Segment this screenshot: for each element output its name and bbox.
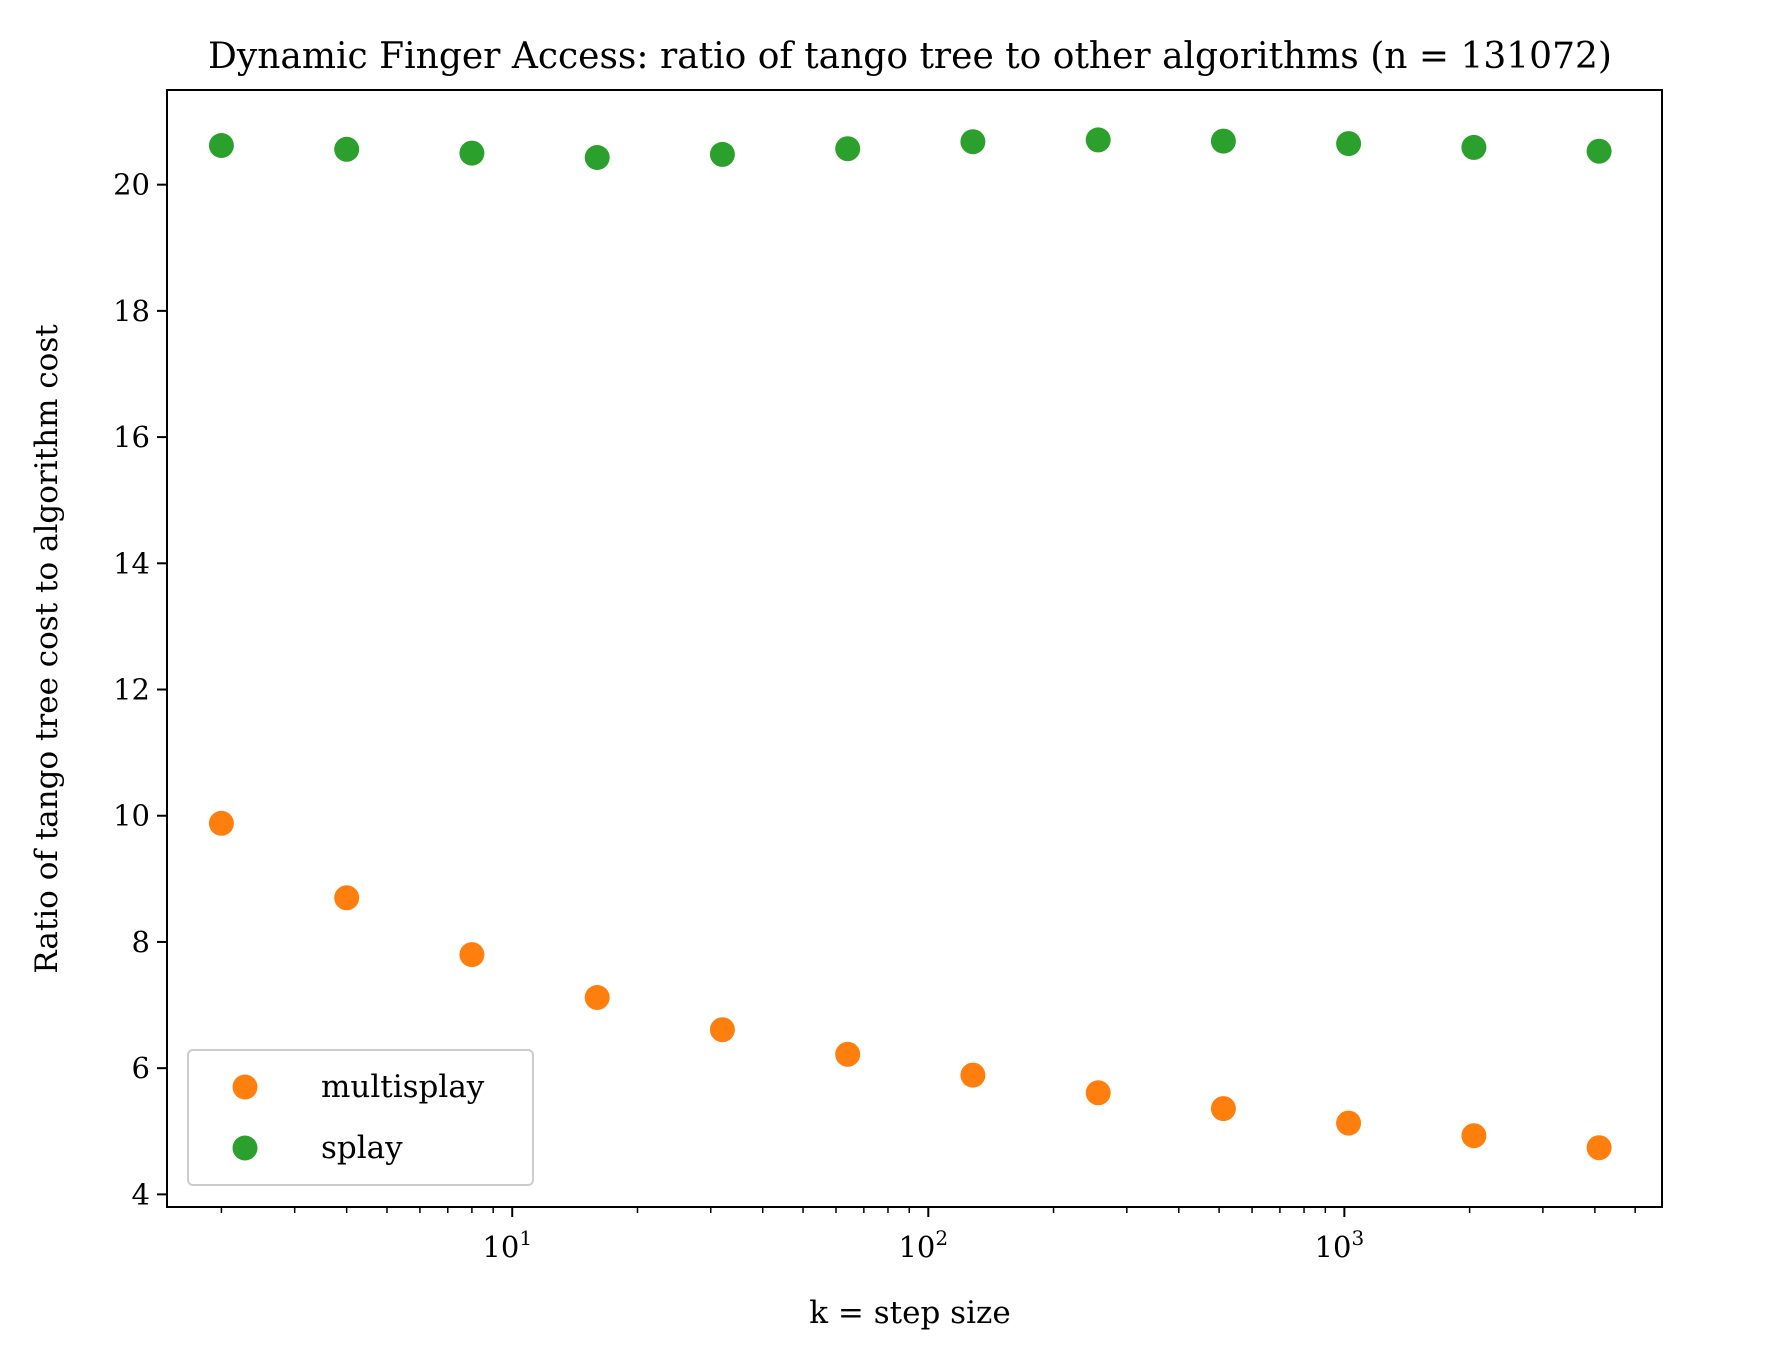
x-tick-label-0: 101: [482, 1226, 532, 1264]
y-tick-label-0: 4: [132, 1177, 150, 1211]
point-splay-7: [1085, 127, 1111, 153]
x-tick-label-2: 103: [1315, 1226, 1365, 1264]
point-splay-10: [1461, 134, 1487, 160]
point-splay-1: [334, 136, 360, 162]
point-splay-3: [584, 145, 610, 170]
point-multisplay-6: [960, 1062, 986, 1088]
point-splay-8: [1210, 128, 1236, 154]
point-splay-5: [835, 136, 861, 162]
y-tick-label-7: 18: [113, 294, 150, 328]
point-splay-11: [1586, 138, 1612, 164]
point-splay-2: [459, 140, 485, 166]
legend-label-multisplay: multisplay: [321, 1069, 485, 1105]
x-tick-exponent-0: 1: [519, 1226, 532, 1250]
y-tick-label-3: 10: [113, 799, 150, 833]
point-multisplay-2: [459, 942, 485, 968]
x-axis-label: k = step size: [809, 1295, 1010, 1331]
point-splay-9: [1336, 131, 1362, 157]
legend: multisplay splay: [187, 1049, 534, 1186]
y-axis-label: Ratio of tango tree cost to algorithm co…: [29, 324, 65, 974]
point-multisplay-8: [1210, 1096, 1236, 1122]
legend-marker-multisplay: [232, 1074, 258, 1100]
legend-label-splay: splay: [321, 1130, 403, 1166]
x-tick-exponent-2: 3: [1351, 1226, 1364, 1250]
point-multisplay-0: [208, 810, 234, 836]
point-splay-6: [960, 129, 986, 155]
chart-title: Dynamic Finger Access: ratio of tango tr…: [208, 36, 1612, 77]
point-splay-0: [208, 133, 234, 158]
axes-frame: [166, 89, 1663, 1208]
point-multisplay-9: [1336, 1110, 1362, 1136]
point-multisplay-5: [835, 1041, 861, 1067]
point-multisplay-11: [1586, 1135, 1612, 1161]
point-multisplay-3: [584, 985, 610, 1010]
point-multisplay-1: [334, 885, 360, 911]
y-tick-label-4: 12: [113, 673, 150, 707]
legend-box: [187, 1049, 534, 1186]
point-multisplay-4: [709, 1017, 735, 1043]
point-splay-4: [709, 141, 735, 167]
point-multisplay-10: [1461, 1123, 1487, 1149]
y-tick-label-8: 20: [113, 168, 150, 202]
point-multisplay-7: [1085, 1080, 1111, 1106]
x-tick-label-1: 102: [898, 1226, 948, 1264]
x-tick-exponent-1: 2: [935, 1226, 948, 1250]
y-tick-label-6: 16: [113, 420, 150, 454]
y-tick-label-2: 8: [132, 925, 150, 959]
y-tick-label-1: 6: [132, 1051, 150, 1085]
legend-marker-splay: [232, 1135, 258, 1161]
y-tick-label-5: 14: [113, 546, 150, 580]
